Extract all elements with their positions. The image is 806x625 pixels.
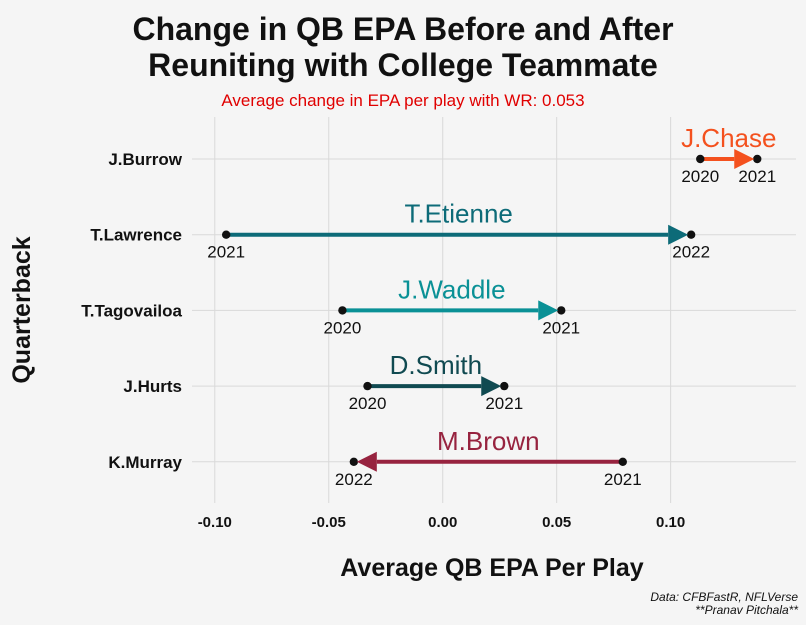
start-point: [696, 154, 705, 164]
wr-name-label: T.Etienne: [404, 199, 512, 229]
from-year-label: 2020: [349, 394, 387, 413]
y-tick-label: T.Tagovailoa: [81, 301, 182, 320]
end-point: [349, 457, 359, 466]
chart-title-line-2: Reuniting with College Teammate: [148, 47, 658, 83]
x-tick-label: 0.05: [542, 514, 571, 531]
y-tick-label: K.Murray: [108, 453, 182, 472]
from-year-label: 2021: [207, 243, 245, 262]
chart-title-line-1: Change in QB EPA Before and After: [132, 11, 673, 47]
y-tick-label: J.Hurts: [123, 377, 182, 396]
start-point: [618, 457, 627, 466]
start-point: [363, 381, 372, 391]
x-tick-label: 0.10: [656, 514, 685, 531]
wr-name-label: J.Chase: [681, 123, 776, 153]
marks: 2020 2021 J.Chase 2021 2022 T.Etienne 2020 2021…: [207, 123, 776, 489]
to-year-label: 2022: [672, 243, 710, 262]
end-point: [753, 154, 762, 164]
arrow-head: [668, 224, 689, 245]
start-point: [338, 306, 347, 315]
x-tick-label: -0.10: [198, 514, 232, 531]
wr-name-label: J.Waddle: [398, 274, 505, 304]
end-point: [500, 381, 509, 391]
from-year-label: 2020: [681, 167, 719, 186]
wr-name-label: M.Brown: [437, 426, 540, 456]
x-axis-title: Average QB EPA Per Play: [340, 554, 643, 582]
to-year-label: 2021: [738, 167, 776, 186]
from-year-label: 2020: [324, 318, 362, 337]
chart-subtitle: Average change in EPA per play with WR: …: [221, 91, 584, 110]
to-year-label: 2022: [335, 470, 373, 489]
y-axis-title: Quarterback: [8, 236, 36, 383]
caption-author: **Pranav Pitchala**: [695, 603, 798, 617]
y-tick-label: J.Burrow: [108, 150, 182, 169]
arrow-head: [481, 376, 502, 397]
to-year-label: 2021: [485, 394, 523, 413]
start-point: [221, 230, 231, 239]
end-point: [557, 306, 566, 315]
x-tick-label: -0.05: [312, 514, 346, 531]
x-tick-label: 0.00: [428, 514, 457, 531]
arrow-head: [734, 149, 755, 169]
caption-source: Data: CFBFastR, NFLVerse: [650, 590, 798, 604]
y-tick-label: T.Lawrence: [90, 226, 182, 245]
wr-name-label: D.Smith: [390, 350, 482, 380]
arrow-head: [356, 451, 377, 472]
end-point: [686, 230, 696, 239]
y-axis-ticks: J.Burrow T.Lawrence T.Tagovailoa J.Hurts K.M…: [81, 150, 183, 472]
from-year-label: 2021: [604, 470, 642, 489]
arrow-head: [538, 300, 559, 321]
x-axis-ticks: -0.10 -0.05 0.00 0.05 0.10: [198, 514, 686, 531]
to-year-label: 2021: [542, 318, 580, 337]
